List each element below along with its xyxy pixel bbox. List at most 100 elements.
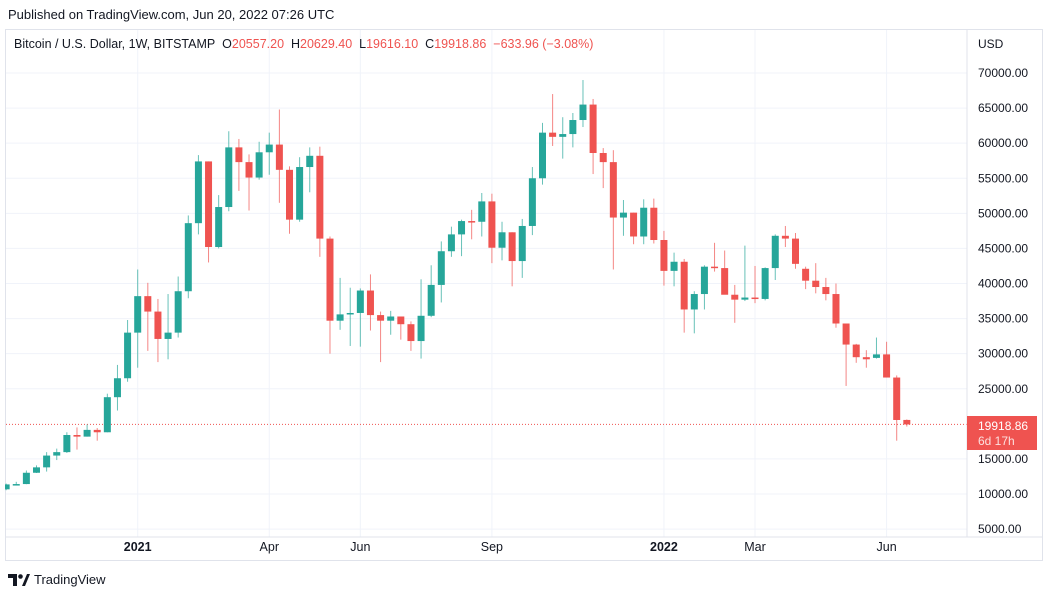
candle[interactable]	[771, 234, 779, 281]
candle[interactable]	[822, 277, 830, 301]
candle[interactable]	[144, 282, 152, 351]
candle[interactable]	[194, 155, 202, 235]
candle[interactable]	[225, 131, 233, 212]
candle[interactable]	[366, 274, 374, 331]
candle[interactable]	[336, 277, 344, 330]
candle[interactable]	[458, 219, 466, 257]
candle[interactable]	[407, 321, 415, 351]
candle[interactable]	[792, 232, 799, 269]
candle[interactable]	[609, 150, 617, 270]
candle[interactable]	[235, 138, 243, 191]
candle[interactable]	[508, 232, 516, 287]
candle[interactable]	[437, 241, 445, 303]
candle[interactable]	[579, 80, 587, 128]
candle[interactable]	[296, 157, 304, 222]
candle[interactable]	[174, 276, 182, 338]
candle[interactable]	[700, 265, 708, 310]
candle[interactable]	[245, 154, 253, 211]
candle[interactable]	[134, 269, 142, 368]
candle[interactable]	[741, 245, 749, 302]
candle-body	[336, 314, 344, 321]
candle[interactable]	[559, 117, 567, 159]
candle[interactable]	[528, 167, 536, 236]
candle-body	[83, 429, 91, 437]
candle[interactable]	[265, 132, 273, 175]
candle[interactable]	[650, 198, 658, 244]
candle[interactable]	[690, 291, 698, 334]
candle-body	[205, 161, 213, 248]
candle[interactable]	[103, 393, 111, 433]
candle[interactable]	[478, 192, 486, 237]
candle[interactable]	[670, 252, 678, 287]
candle[interactable]	[164, 294, 172, 360]
candle[interactable]	[569, 112, 577, 148]
candle[interactable]	[43, 452, 51, 472]
price-tick-label: 5000.00	[978, 522, 1022, 536]
tradingview-logo[interactable]: TradingView	[8, 572, 106, 587]
candle[interactable]	[893, 375, 901, 441]
candle[interactable]	[53, 448, 61, 461]
candle[interactable]	[549, 94, 557, 146]
candle[interactable]	[802, 266, 810, 290]
candle[interactable]	[346, 287, 354, 346]
candle[interactable]	[660, 230, 668, 286]
candle[interactable]	[215, 195, 223, 249]
candle[interactable]	[316, 146, 324, 257]
candle[interactable]	[184, 215, 192, 299]
candle[interactable]	[12, 481, 20, 486]
candle[interactable]	[751, 265, 759, 304]
candle[interactable]	[640, 199, 648, 245]
candle[interactable]	[589, 98, 597, 175]
candle[interactable]	[154, 298, 162, 363]
candle[interactable]	[387, 310, 395, 335]
candle[interactable]	[781, 225, 789, 248]
candle[interactable]	[872, 337, 880, 359]
candle[interactable]	[539, 122, 546, 185]
candle[interactable]	[33, 465, 40, 474]
candle[interactable]	[731, 284, 739, 323]
candle[interactable]	[518, 218, 526, 278]
candle[interactable]	[903, 419, 911, 427]
time-axis[interactable]: 2021 Apr Jun Sep 2022 Mar Jun	[124, 540, 897, 554]
candle[interactable]	[619, 200, 627, 236]
candle[interactable]	[468, 209, 476, 240]
candle[interactable]	[83, 424, 91, 437]
candle-body	[498, 232, 506, 248]
candle[interactable]	[883, 341, 891, 378]
candle[interactable]	[832, 283, 840, 328]
candle[interactable]	[862, 350, 870, 368]
candle[interactable]	[599, 148, 607, 189]
candle[interactable]	[2, 483, 10, 491]
candle[interactable]	[306, 147, 314, 193]
candle[interactable]	[113, 364, 121, 411]
candle[interactable]	[427, 265, 435, 318]
candle[interactable]	[680, 258, 688, 333]
candle[interactable]	[63, 432, 71, 453]
candle[interactable]	[275, 109, 283, 203]
candle[interactable]	[498, 221, 506, 261]
candle[interactable]	[488, 193, 496, 264]
candle[interactable]	[447, 226, 455, 257]
candle[interactable]	[812, 263, 820, 294]
candle[interactable]	[630, 212, 638, 245]
candle[interactable]	[377, 311, 385, 363]
candle[interactable]	[397, 316, 405, 340]
candle-body	[862, 357, 870, 360]
candle[interactable]	[73, 427, 81, 450]
candle[interactable]	[417, 279, 425, 359]
candle[interactable]	[711, 242, 719, 272]
candle[interactable]	[721, 250, 729, 295]
candle[interactable]	[205, 161, 213, 263]
candle[interactable]	[255, 141, 263, 180]
candle[interactable]	[93, 428, 101, 441]
candle[interactable]	[22, 470, 30, 485]
candle[interactable]	[761, 267, 769, 301]
price-axis[interactable]: 70000.00 65000.00 60000.00 55000.00 50000.00…	[978, 66, 1028, 536]
candle[interactable]	[124, 319, 132, 382]
candle[interactable]	[842, 323, 850, 386]
candle[interactable]	[286, 166, 293, 234]
candle[interactable]	[356, 288, 364, 347]
candle[interactable]	[852, 343, 860, 363]
candle[interactable]	[326, 236, 334, 354]
